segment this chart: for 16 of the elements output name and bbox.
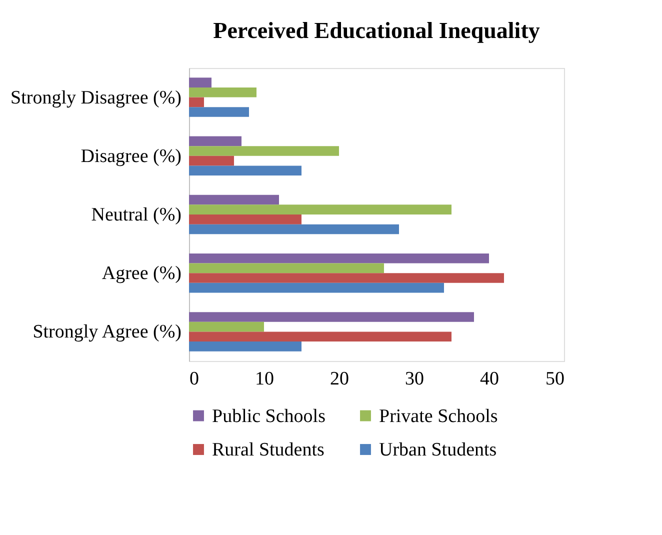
y-tick-label: Strongly Disagree (%): [10, 87, 182, 108]
y-tick-label: Agree (%): [102, 263, 182, 284]
y-tick-label: Neutral (%): [91, 204, 182, 226]
legend-label: Public Schools: [212, 406, 326, 427]
x-tick-label: 20: [330, 368, 349, 390]
legend-label: Urban Students: [379, 440, 497, 460]
legend-label: Private Schools: [379, 406, 498, 427]
x-tick-label: 0: [190, 368, 199, 390]
legend-label: Rural Students: [212, 440, 324, 460]
y-tick-label: Disagree (%): [80, 146, 182, 167]
x-tick-label: 40: [480, 368, 499, 390]
x-tick-label: 50: [546, 368, 564, 390]
x-tick-label: 30: [405, 368, 424, 390]
chart-title: Perceived Educational Inequality: [213, 18, 540, 43]
x-tick-label: 10: [255, 368, 274, 390]
y-tick-label: Strongly Agree (%): [32, 322, 182, 343]
